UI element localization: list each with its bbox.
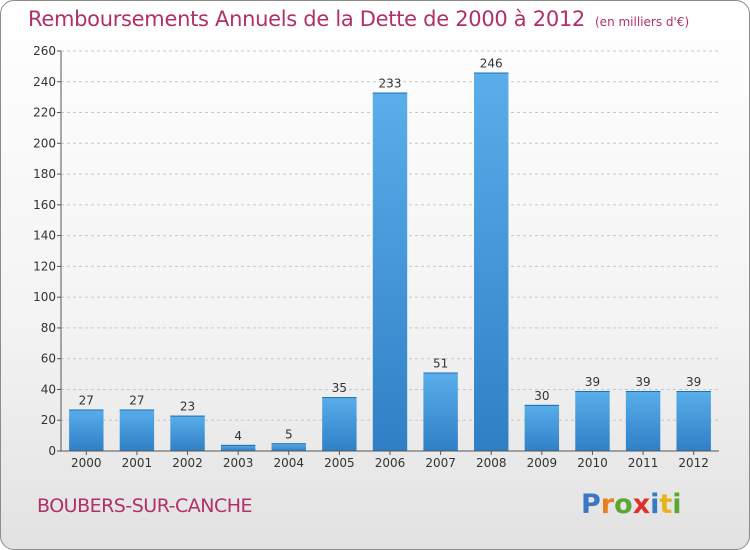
bar-value-label: 246: [480, 57, 503, 71]
logo-letter: r: [600, 489, 615, 520]
x-tick-label: 2005: [324, 456, 355, 470]
y-tick-label: 200: [33, 136, 56, 150]
logo-letter: x: [632, 489, 651, 520]
chart-title-block: Remboursements Annuels de la Dette de 20…: [28, 7, 689, 31]
y-tick-label: 220: [33, 106, 56, 120]
y-tick-label: 20: [41, 413, 56, 427]
bar-2006: [372, 92, 408, 452]
logo-letter: i: [672, 489, 682, 520]
y-tick-label: 120: [33, 259, 56, 273]
bar-value-label: 30: [534, 389, 549, 403]
x-tick-label: 2002: [172, 456, 203, 470]
x-tick-label: 2009: [527, 456, 558, 470]
y-tick-label: 160: [33, 198, 56, 212]
bar-2007: [423, 372, 458, 451]
bar-value-label: 39: [585, 375, 600, 389]
logo-letter: i: [650, 489, 660, 520]
logo-letter: P: [581, 489, 601, 520]
y-tick-label: 40: [41, 382, 56, 396]
y-axis: 0 20 40 60 80 100 120 140 160 180 200 220 240 260: [33, 44, 62, 458]
x-tick-label: 2008: [476, 456, 507, 470]
bar-2004: [271, 443, 306, 451]
bar-2002: [170, 415, 205, 451]
y-tick-label: 140: [33, 229, 56, 243]
bar-2008: [474, 72, 509, 452]
logo-letter: t: [659, 489, 673, 520]
chart-unit-note: (en milliers d'€): [595, 15, 690, 29]
chart-title: Remboursements Annuels de la Dette de 20…: [28, 7, 585, 31]
x-tick-label: 2010: [577, 456, 608, 470]
y-tick-label: 60: [41, 352, 56, 366]
x-tick-label: 2012: [678, 456, 709, 470]
bar-2012: [676, 391, 711, 451]
logo-letter: o: [614, 489, 633, 520]
x-tick-label: 2011: [628, 456, 659, 470]
proxiti-logo: Proxiti: [581, 489, 682, 520]
x-tick-label: 2007: [425, 456, 456, 470]
x-axis: 2000 2001 2002 2003 2004 2005 2006 2007 2008 2009…: [61, 450, 719, 470]
bar-2010: [575, 391, 610, 451]
bar-2001: [119, 409, 155, 451]
bar-2000: [69, 409, 104, 451]
bar-value-label: 27: [79, 393, 94, 407]
y-tick-label: 240: [33, 75, 56, 89]
x-tick-label: 2003: [223, 456, 254, 470]
bar-2011: [625, 391, 661, 451]
bar-2005: [322, 397, 357, 451]
commune-name: BOUBERS-SUR-CANCHE: [37, 495, 253, 517]
bar-value-label: 27: [129, 393, 144, 407]
bar-value-label: 39: [686, 375, 701, 389]
bar-value-label: 39: [635, 375, 650, 389]
bar-2003: [220, 444, 256, 451]
bar-value-label: 4: [234, 429, 242, 443]
bars: 27 27 23 4 5 35 233 51 246 30 39 39 39: [69, 57, 711, 452]
y-tick-label: 100: [33, 290, 56, 304]
y-tick-label: 260: [33, 44, 56, 58]
x-tick-label: 2000: [71, 456, 102, 470]
x-tick-label: 2004: [273, 456, 304, 470]
x-tick-label: 2001: [122, 456, 153, 470]
x-tick-label: 2006: [375, 456, 406, 470]
bar-value-label: 233: [379, 77, 402, 91]
bar-value-label: 35: [332, 381, 347, 395]
y-tick-label: 80: [41, 321, 56, 335]
bar-value-label: 5: [285, 427, 293, 441]
bar-value-label: 23: [180, 400, 195, 414]
y-tick-label: 180: [33, 167, 56, 181]
bar-2009: [524, 404, 560, 451]
y-tick-label: 0: [48, 444, 56, 458]
bar-value-label: 51: [433, 357, 448, 371]
